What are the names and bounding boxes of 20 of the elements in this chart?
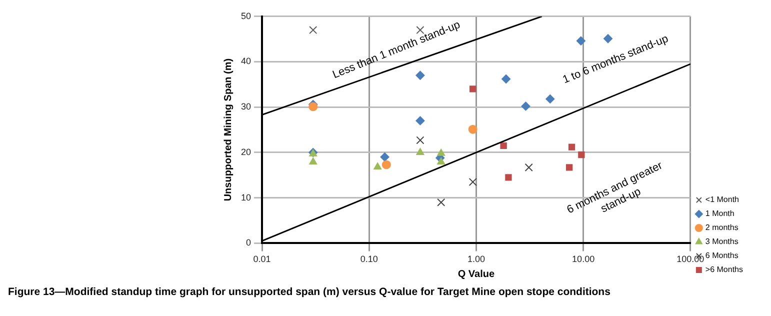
y-tick-label: 30 [240,102,252,112]
x-tick-label: 1.00 [467,254,485,264]
x-tick-label: 0.10 [360,254,378,264]
x-axis-title: Q Value [458,268,495,280]
y-tick-label: 20 [240,146,252,157]
legend-label: 3 Months [705,237,738,246]
x-tick-label: 0.01 [253,254,271,264]
y-tick-label: 50 [240,10,252,21]
legend-label: >6 Months [705,265,743,274]
y-axis-title: Unsupported Mining Span (m) [222,58,234,202]
legend-label: 2 months [705,223,738,232]
x-tick-label: 100.00 [676,254,704,264]
y-tick-label: 0 [246,238,252,248]
y-tick-label: 10 [240,192,252,202]
legend-label: 1 Month [705,209,734,218]
caption: Figure 13—Modified standup time graph for unsupported span (m) versus Q-value for Target Mine open stope conditions [8,286,612,298]
y-tick-label: 40 [240,56,252,66]
legend-label: 6 Months [705,251,738,260]
x-tick-label: 10.00 [572,254,595,264]
legend-label: <1 Month [705,195,739,204]
